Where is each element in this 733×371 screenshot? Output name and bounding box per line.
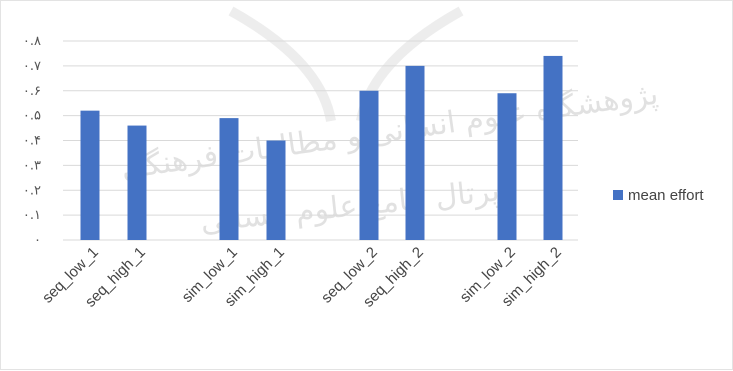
y-tick-label: ۰.۷ xyxy=(23,59,41,74)
y-tick-label: ۰.۴ xyxy=(23,134,41,149)
watermark-line-2: پرتال جامع علوم انسانی xyxy=(199,173,501,239)
y-tick-label: ۰.۶ xyxy=(23,84,41,99)
bar-sim_low_2 xyxy=(497,93,517,240)
watermark-line-1: پژوهشگاه علوم انسانی و مطالعات فرهنگی xyxy=(119,77,660,187)
y-tick-label: ۰.۳ xyxy=(23,158,41,173)
bar-seq_low_2 xyxy=(359,90,379,240)
y-tick-label: ۰.۲ xyxy=(23,183,41,198)
watermark: پژوهشگاه علوم انسانی و مطالعات فرهنگی پر… xyxy=(119,6,660,240)
bar-sim_low_1 xyxy=(219,118,239,240)
bar-seq_high_1 xyxy=(127,125,147,240)
y-tick-label: ۰.۸ xyxy=(23,34,41,49)
y-tick-label: ۰ xyxy=(34,233,41,248)
bar-seq_low_1 xyxy=(80,110,100,241)
y-tick-label: ۰.۵ xyxy=(23,109,41,124)
y-tick-label: ۰.۱ xyxy=(23,208,41,223)
bar-seq_high_2 xyxy=(405,65,425,240)
bars xyxy=(80,55,563,241)
gridlines xyxy=(63,40,578,241)
y-axis-ticks: ۰ ۰.۱ ۰.۲ ۰.۳ ۰.۴ ۰.۵ ۰.۶ ۰.۷ ۰.۸ xyxy=(23,34,41,248)
legend-swatch xyxy=(613,190,623,200)
bar-sim_high_1 xyxy=(266,140,286,240)
legend-label: mean effort xyxy=(628,187,704,204)
legend: mean effort xyxy=(613,187,704,204)
bar-sim_high_2 xyxy=(543,55,563,240)
